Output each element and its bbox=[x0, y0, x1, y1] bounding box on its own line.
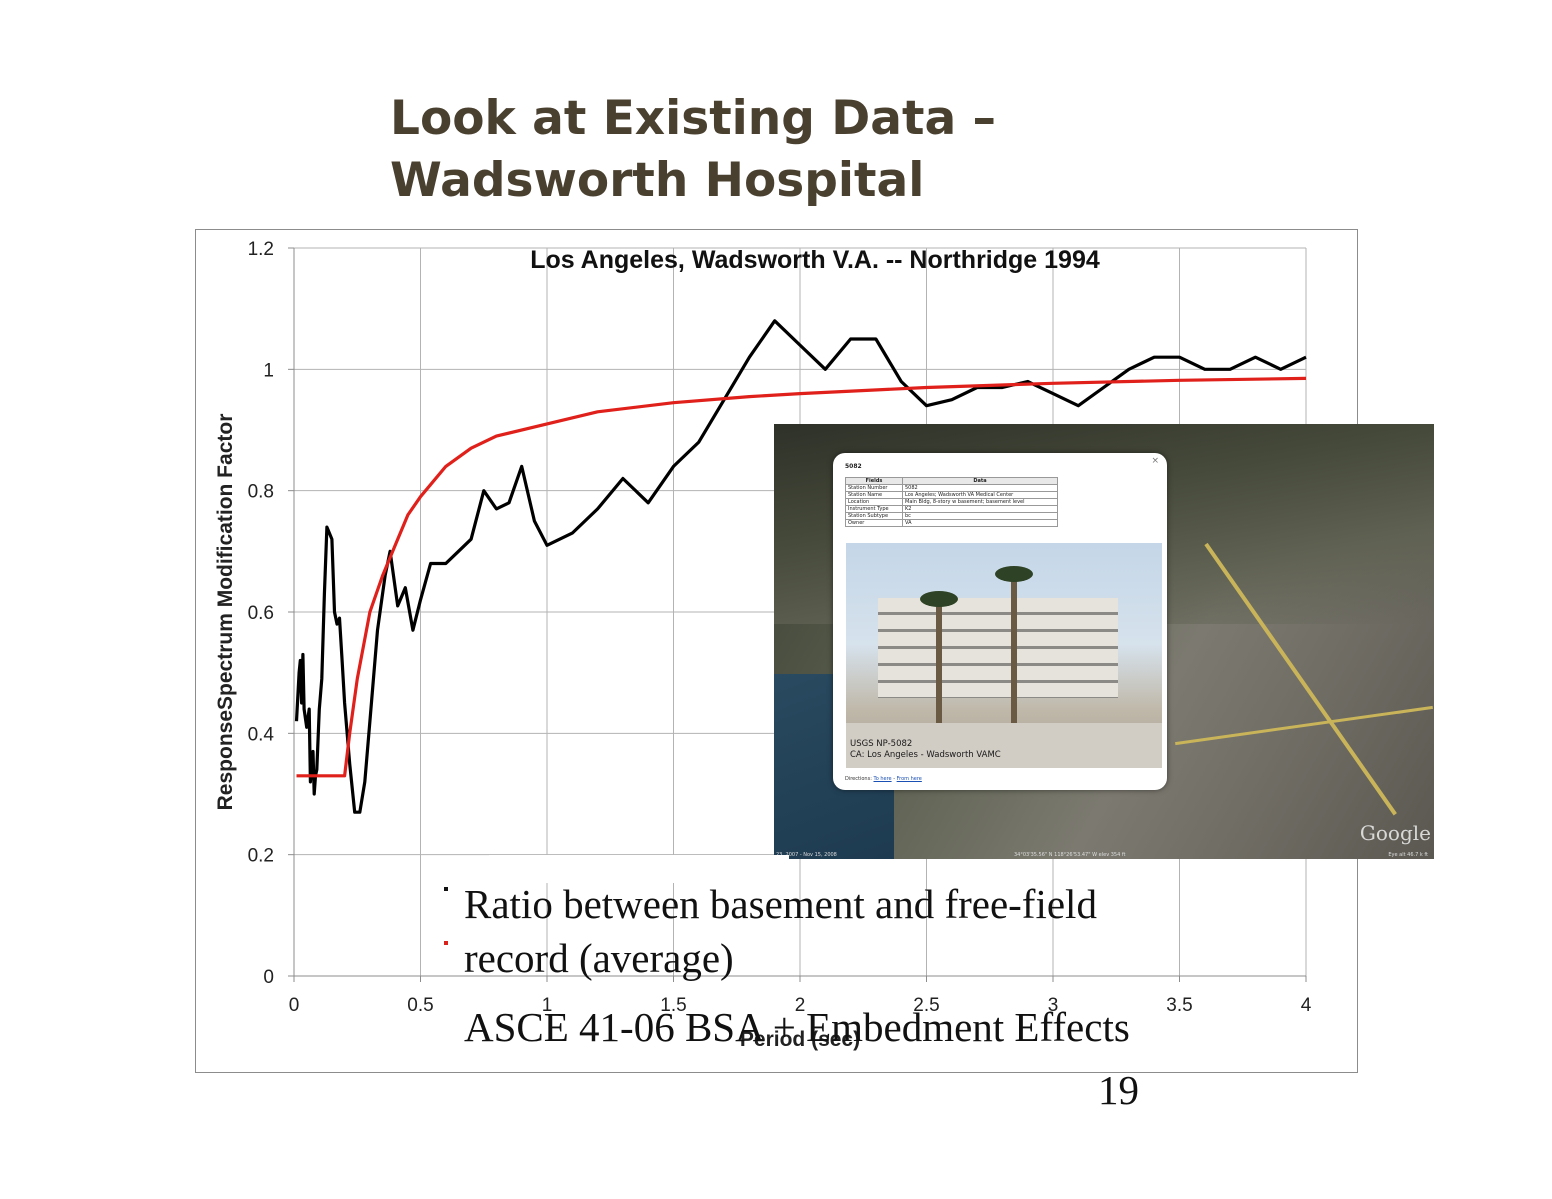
table-cell: bc bbox=[902, 512, 1058, 520]
table-row: Instrument Type K2 bbox=[845, 505, 1058, 513]
x-tick-label: 2.5 bbox=[913, 995, 939, 1016]
palm-tree bbox=[995, 566, 1033, 723]
directions-links: Directions: To here - From here bbox=[845, 776, 922, 782]
y-tick-label: 0 bbox=[263, 967, 274, 988]
bullet-marker bbox=[444, 941, 448, 945]
table-header-cell: Data bbox=[902, 477, 1058, 485]
x-tick-label: 1.5 bbox=[660, 995, 686, 1016]
table-cell: Location bbox=[845, 498, 903, 506]
bullet-item: Ratio between basement and free-field bbox=[440, 877, 1097, 931]
x-tick-label: 3 bbox=[1048, 995, 1059, 1016]
bullet-text: Ratio between basement and free-field bbox=[464, 881, 1097, 927]
caption-line-2: CA: Los Angeles - Wadsworth VAMC bbox=[850, 750, 1001, 760]
imagery-date: 23, 2007 - Nov 15, 2008 bbox=[776, 852, 837, 858]
table-cell: Main Bldg, 8-story w basement; basement … bbox=[902, 498, 1058, 506]
series-line-1 bbox=[294, 319, 1307, 814]
slide-title-line-2: Wadsworth Hospital bbox=[390, 153, 925, 208]
bullet-text: record (average) bbox=[464, 935, 734, 981]
map-coordinates: 34°03'35.56" N 118°26'53.47" W elev 354 … bbox=[1014, 852, 1126, 858]
table-row: Station Number 5082 bbox=[845, 484, 1058, 492]
x-tick-label: 1 bbox=[542, 995, 553, 1016]
palm-tree bbox=[920, 591, 958, 723]
y-tick-label: 0.8 bbox=[248, 482, 274, 503]
y-tick-label: 0.4 bbox=[248, 724, 275, 745]
table-cell: VA bbox=[902, 519, 1058, 527]
station-id: 5082 bbox=[845, 463, 862, 470]
station-table: Fields Data Station Number 5082 Station N… bbox=[845, 477, 1058, 527]
table-cell: Station Subtype bbox=[845, 512, 903, 520]
from-here-link[interactable]: From here bbox=[896, 776, 922, 782]
table-row: Owner VA bbox=[845, 519, 1058, 527]
x-tick-label: 3.5 bbox=[1166, 995, 1192, 1016]
table-cell: Owner bbox=[845, 519, 903, 527]
chart-title: Los Angeles, Wadsworth V.A. -- Northridg… bbox=[530, 246, 1100, 274]
bullet-item: record (average) bbox=[440, 931, 1097, 985]
y-tick-label: 0.2 bbox=[248, 846, 274, 867]
x-tick-label: 0.5 bbox=[407, 995, 433, 1016]
x-axis-label: Period (sec) bbox=[740, 1028, 860, 1051]
photo-caption: USGS NP-5082 CA: Los Angeles - Wadsworth… bbox=[850, 739, 1001, 761]
close-icon[interactable]: × bbox=[1151, 456, 1159, 466]
y-tick-label: 0.6 bbox=[248, 603, 274, 624]
table-cell: Station Number bbox=[845, 484, 903, 492]
bullet-marker bbox=[444, 887, 448, 891]
pavement bbox=[846, 723, 1162, 768]
caption-line-1: USGS NP-5082 bbox=[850, 739, 913, 749]
bullet-list: Ratio between basement and free-field re… bbox=[440, 877, 1097, 985]
link-separator: - bbox=[893, 776, 896, 782]
table-row: Station Subtype bc bbox=[845, 512, 1058, 520]
page-number: 19 bbox=[1098, 1067, 1139, 1113]
x-tick-label: 0 bbox=[289, 995, 300, 1016]
table-row: Station Name Los Angeles; Wadsworth VA Me… bbox=[845, 491, 1058, 499]
slide-title: Look at Existing Data – Wadsworth Hospit… bbox=[390, 88, 996, 212]
table-cell: K2 bbox=[902, 505, 1058, 513]
y-tick-label: 1 bbox=[263, 360, 274, 381]
x-tick-label: 2 bbox=[795, 995, 806, 1016]
y-tick-label: 1.2 bbox=[248, 239, 274, 260]
station-info-popup: 5082 × Fields Data Station Number 5082 St… bbox=[833, 453, 1167, 790]
to-here-link[interactable]: To here bbox=[873, 776, 892, 782]
inset-map-screenshot: 5082 × Fields Data Station Number 5082 St… bbox=[774, 424, 1434, 859]
slide-title-line-1: Look at Existing Data – bbox=[390, 91, 997, 146]
eye-altitude: Eye alt 46.7 k ft bbox=[1388, 852, 1428, 858]
text-panel bbox=[489, 855, 789, 883]
hospital-photo: USGS NP-5082 CA: Los Angeles - Wadsworth… bbox=[846, 543, 1162, 768]
footer-text: ASCE 41-06 BSA + Embedment Effects bbox=[464, 1004, 1130, 1050]
map-road bbox=[1175, 705, 1433, 746]
table-header-cell: Fields bbox=[845, 477, 903, 485]
table-header-row: Fields Data bbox=[845, 477, 1058, 485]
y-axis-label: ResponseSpectrum Modification Factor bbox=[214, 414, 237, 811]
table-cell: Los Angeles; Wadsworth VA Medical Center bbox=[902, 491, 1058, 499]
table-cell: 5082 bbox=[902, 484, 1058, 492]
hospital-building bbox=[878, 598, 1118, 698]
directions-label: Directions: bbox=[845, 776, 872, 782]
x-tick-label: 4 bbox=[1301, 995, 1312, 1016]
table-row: Location Main Bldg, 8-story w basement; b… bbox=[845, 498, 1058, 506]
table-cell: Station Name bbox=[845, 491, 903, 499]
google-logo: Google bbox=[1359, 821, 1431, 845]
table-cell: Instrument Type bbox=[845, 505, 903, 513]
series-line-2 bbox=[296, 376, 1307, 778]
